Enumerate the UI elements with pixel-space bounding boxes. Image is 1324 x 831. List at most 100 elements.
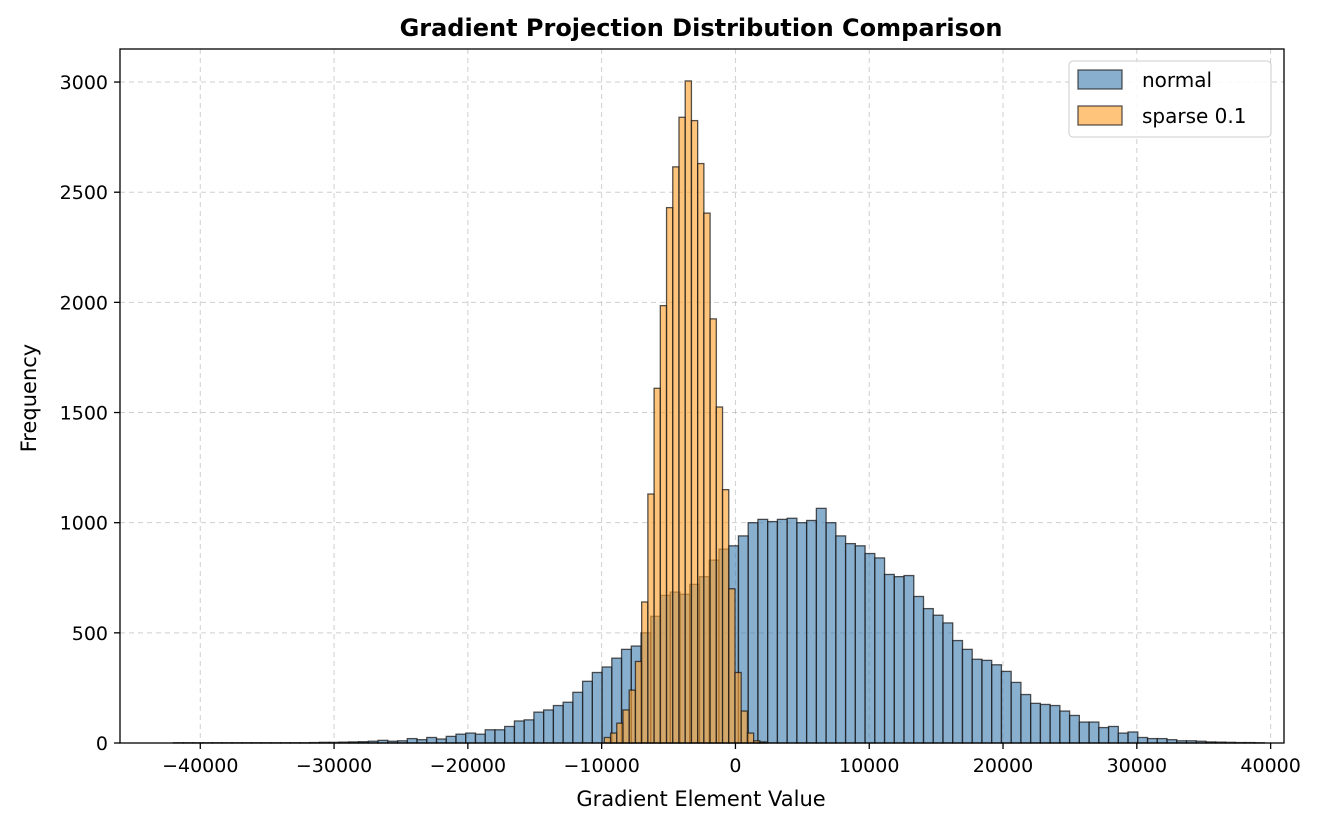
histogram-bar <box>1011 682 1021 743</box>
histogram-bar <box>475 734 485 743</box>
x-tick-label: 40000 <box>1240 755 1300 777</box>
histogram-bar <box>914 596 924 743</box>
histogram-bar <box>704 213 710 743</box>
legend-label-sparse: sparse 0.1 <box>1142 104 1246 128</box>
histogram-bar <box>885 574 895 743</box>
histogram-bar <box>1040 704 1050 743</box>
y-tick-label: 0 <box>96 733 108 755</box>
histogram-bar <box>723 490 729 743</box>
x-tick-label: −20000 <box>430 755 506 777</box>
histogram-bar <box>592 672 602 743</box>
histogram-bar <box>1099 728 1109 743</box>
histogram-bar <box>904 576 914 743</box>
histogram-bar <box>875 558 885 743</box>
histogram-bar <box>992 665 1002 743</box>
histogram-bar <box>446 736 456 743</box>
y-tick-label: 1000 <box>60 513 108 535</box>
histogram-bar <box>953 641 963 743</box>
histogram-bar <box>1021 695 1031 743</box>
histogram-bar <box>524 720 534 743</box>
histogram-bar <box>716 407 722 743</box>
histogram-bar <box>855 546 865 743</box>
histogram-bar <box>797 523 807 743</box>
histogram-bar <box>573 692 583 743</box>
histogram-bar <box>698 164 704 743</box>
histogram-bar <box>1060 711 1070 743</box>
histogram-bar <box>1118 733 1128 743</box>
histogram-bar <box>505 726 515 743</box>
histogram-bar <box>544 710 554 743</box>
x-axis-title: Gradient Element Value <box>576 787 825 811</box>
histogram-bar <box>1109 726 1119 743</box>
histogram-bar <box>1089 722 1099 743</box>
histogram-bar <box>741 711 747 743</box>
legend: normal sparse 0.1 <box>1069 61 1271 137</box>
histogram-bar <box>667 208 673 743</box>
legend-label-normal: normal <box>1142 68 1212 92</box>
histogram-bar <box>679 117 685 743</box>
x-tick-label: 20000 <box>973 755 1033 777</box>
histogram-bar <box>1138 737 1148 743</box>
histogram-bar <box>673 167 679 743</box>
histogram-bar <box>407 739 417 743</box>
histogram-bar <box>1079 722 1089 743</box>
histogram-bar <box>648 494 654 743</box>
histogram-bar <box>846 544 856 743</box>
histogram-bar <box>768 522 778 743</box>
histogram-bar <box>924 609 934 743</box>
x-tick-label: −10000 <box>563 755 639 777</box>
y-tick-label: 500 <box>72 623 108 645</box>
histogram-bar <box>685 81 691 743</box>
histogram-bar <box>1001 671 1011 743</box>
histogram-bar <box>456 734 466 743</box>
histogram-bar <box>1148 739 1158 743</box>
histogram-bar <box>865 554 875 743</box>
histogram-bar <box>654 388 660 743</box>
histogram-bar <box>602 667 612 743</box>
histogram-bar <box>485 730 495 743</box>
histogram-bar <box>691 121 697 743</box>
chart-title: Gradient Projection Distribution Compari… <box>400 14 1003 42</box>
x-tick-label: 0 <box>729 755 741 777</box>
histogram-bar <box>583 681 593 743</box>
histogram-bar <box>747 733 753 743</box>
histogram-bar <box>982 660 992 743</box>
histogram-bar <box>553 706 563 743</box>
histogram-bar <box>816 508 826 743</box>
histogram-bar <box>514 721 524 743</box>
histogram-bar <box>972 659 982 743</box>
histogram-bar <box>635 661 641 743</box>
histogram-bar <box>729 589 735 743</box>
x-tick-label: 10000 <box>839 755 899 777</box>
histogram-bar <box>1157 739 1167 743</box>
histogram-bar <box>1070 715 1080 743</box>
histogram-bar <box>534 712 544 743</box>
histogram-bar <box>777 519 787 743</box>
histogram-bar <box>826 523 836 743</box>
histogram-bar <box>735 672 741 743</box>
histogram-bar <box>623 710 629 743</box>
histogram-bar <box>836 536 846 743</box>
histogram-bar <box>563 702 573 743</box>
histogram-bar <box>1128 732 1138 743</box>
y-tick-label: 2500 <box>60 182 108 204</box>
histogram-bar <box>1031 703 1041 743</box>
histogram-bar <box>611 733 617 743</box>
histogram-bar <box>617 723 623 743</box>
histogram-bar <box>629 690 635 743</box>
histogram-bar <box>758 519 768 743</box>
histogram-bar <box>933 615 943 743</box>
histogram-bar <box>748 523 758 743</box>
histogram-bar <box>642 602 648 743</box>
x-tick-label: −40000 <box>162 755 238 777</box>
histogram-bar <box>710 319 716 743</box>
x-tick-label: 30000 <box>1107 755 1167 777</box>
x-tick-label: −30000 <box>296 755 372 777</box>
y-tick-label: 3000 <box>60 72 108 94</box>
y-tick-label: 1500 <box>60 403 108 425</box>
histogram-bar <box>894 577 904 743</box>
y-axis-title: Frequency <box>17 344 41 453</box>
histogram-bar <box>660 306 666 743</box>
